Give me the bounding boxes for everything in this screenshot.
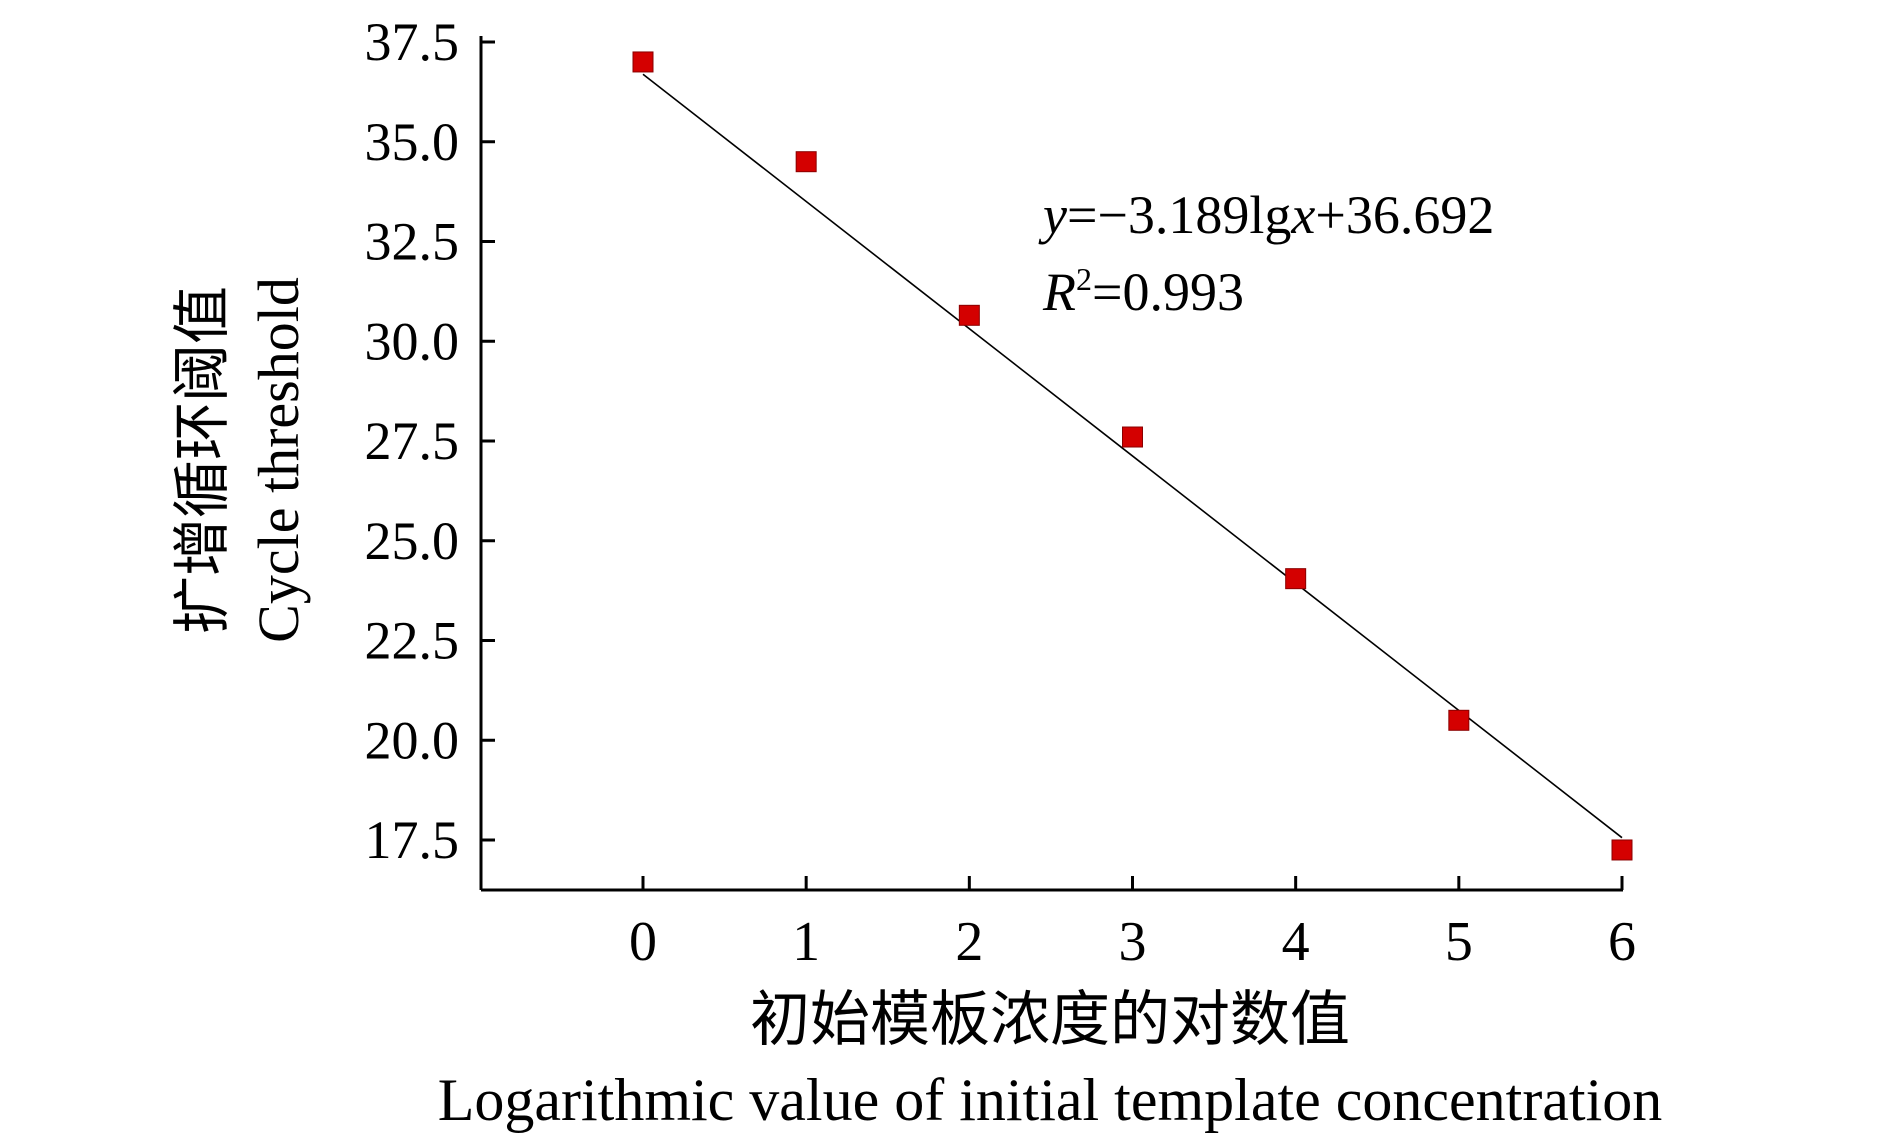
data-marks: [632, 51, 1633, 861]
y-axis-label: Cycle threshold: [246, 277, 311, 643]
data-point: [1285, 568, 1307, 590]
x-tick-label: 4: [1282, 911, 1310, 973]
x-axis-label: Logarithmic value of initial template co…: [438, 1067, 1663, 1133]
y-axis-label-cn: 扩增循环阈值: [170, 286, 235, 634]
x-tick-label: 2: [955, 911, 983, 973]
y-tick-label: 17.5: [365, 810, 460, 870]
data-point: [958, 304, 980, 326]
x-tick-label: 0: [629, 911, 657, 973]
x-tick-label: 3: [1119, 911, 1147, 973]
data-point: [1611, 839, 1633, 861]
x-tick-label: 1: [792, 911, 820, 973]
x-tick-label: 5: [1445, 911, 1473, 973]
data-point: [1122, 426, 1143, 448]
y-tick-label: 20.0: [365, 710, 460, 770]
y-tick-label: 37.5: [365, 12, 460, 72]
y-tick-label: 27.5: [365, 411, 460, 471]
data-point: [795, 151, 817, 173]
y-tick-label: 35.0: [365, 112, 460, 172]
y-tick-label: 32.5: [365, 212, 460, 272]
axes: 37.5 35.0 32.5 30.0 27.5 25.0 22.5 20.0 17.5 0 1 2 3…: [365, 12, 1637, 973]
x-tick-label: 6: [1608, 911, 1636, 973]
data-point: [1448, 709, 1470, 731]
data-point: [632, 51, 654, 73]
y-tick-label: 25.0: [365, 511, 460, 571]
r-squared-label: R2=0.993: [1042, 261, 1244, 322]
x-axis-label-cn: 初始模板浓度的对数值: [750, 987, 1350, 1053]
y-tick-label: 30.0: [365, 311, 460, 371]
equation-label: y=−3.189lgx+36.692: [1038, 185, 1494, 245]
y-tick-label: 22.5: [365, 611, 460, 671]
